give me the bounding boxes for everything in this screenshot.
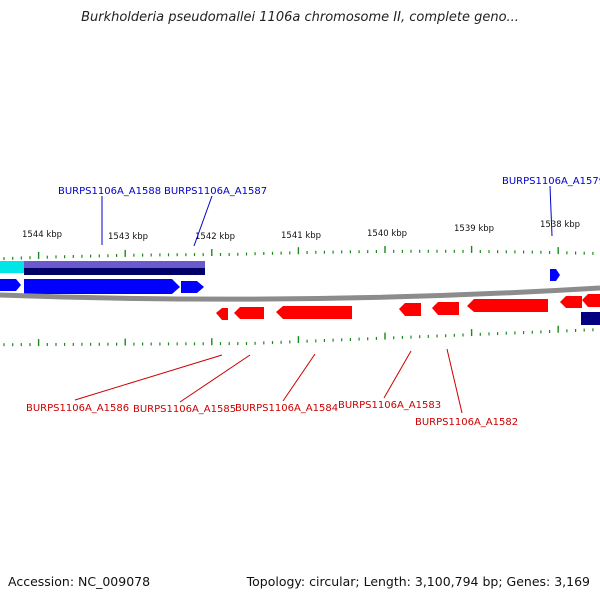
scale-label-1539: 1539 kbp (454, 224, 494, 234)
reverse-gene-1586[interactable] (216, 308, 228, 320)
scale-label-1543: 1543 kbp (108, 232, 148, 242)
leader-line-1582 (446, 348, 463, 414)
topology-summary: Topology: circular; Length: 3,100,794 bp… (246, 574, 590, 589)
leader-line-1587 (193, 195, 213, 247)
scale-label-1538: 1538 kbp (540, 220, 580, 230)
gene-label-1583[interactable]: BURPS1106A_A1583 (338, 400, 441, 411)
highlight-track-1588-dark[interactable] (24, 268, 205, 275)
reverse-gene-1584[interactable] (276, 306, 352, 319)
forward-gene-left-edge[interactable] (0, 279, 21, 291)
gene-label-1586[interactable]: BURPS1106A_A1586 (26, 403, 129, 414)
reverse-gene-1583[interactable] (399, 303, 421, 316)
gene-label-1579[interactable]: BURPS1106A_A1579 (502, 176, 600, 187)
forward-gene-1588[interactable] (24, 279, 180, 294)
reverse-gene-1582[interactable] (467, 299, 548, 312)
forward-gene-1579[interactable] (550, 269, 560, 281)
gene-label-1585[interactable]: BURPS1106A_A1585 (133, 404, 236, 415)
cyan-feature[interactable] (0, 261, 24, 273)
scale-label-1541: 1541 kbp (281, 231, 321, 241)
scale-label-1544: 1544 kbp (22, 230, 62, 240)
reverse-gene-1582a[interactable] (432, 302, 459, 315)
gene-label-1582[interactable]: BURPS1106A_A1582 (415, 417, 518, 428)
upper-scale-ticks (3, 245, 594, 261)
scale-label-1542: 1542 kbp (195, 232, 235, 242)
reverse-gene-1580[interactable] (582, 294, 600, 307)
leader-line-1579 (549, 185, 553, 237)
gene-label-1584[interactable]: BURPS1106A_A1584 (235, 403, 338, 414)
lower-scale-ticks (3, 325, 594, 347)
map-title: Burkholderia pseudomallei 1106a chromoso… (81, 10, 519, 25)
forward-gene-1587[interactable] (181, 281, 204, 293)
gene-label-1587[interactable]: BURPS1106A_A1587 (164, 186, 267, 197)
reverse-gene-1585[interactable] (234, 307, 264, 319)
leader-line-1583 (383, 350, 412, 399)
leader-line-1586 (74, 354, 223, 401)
leader-line-1584 (282, 353, 316, 402)
leader-line-1585 (179, 354, 251, 403)
accession-text: Accession: NC_009078 (8, 574, 151, 589)
scale-label-1540: 1540 kbp (367, 229, 407, 239)
reverse-gene-1581[interactable] (560, 296, 582, 308)
reverse-gene-dark-right[interactable] (581, 312, 600, 325)
highlight-track-1588[interactable] (24, 261, 205, 269)
gene-label-1588[interactable]: BURPS1106A_A1588 (58, 186, 161, 197)
genome-backbone (0, 285, 600, 302)
